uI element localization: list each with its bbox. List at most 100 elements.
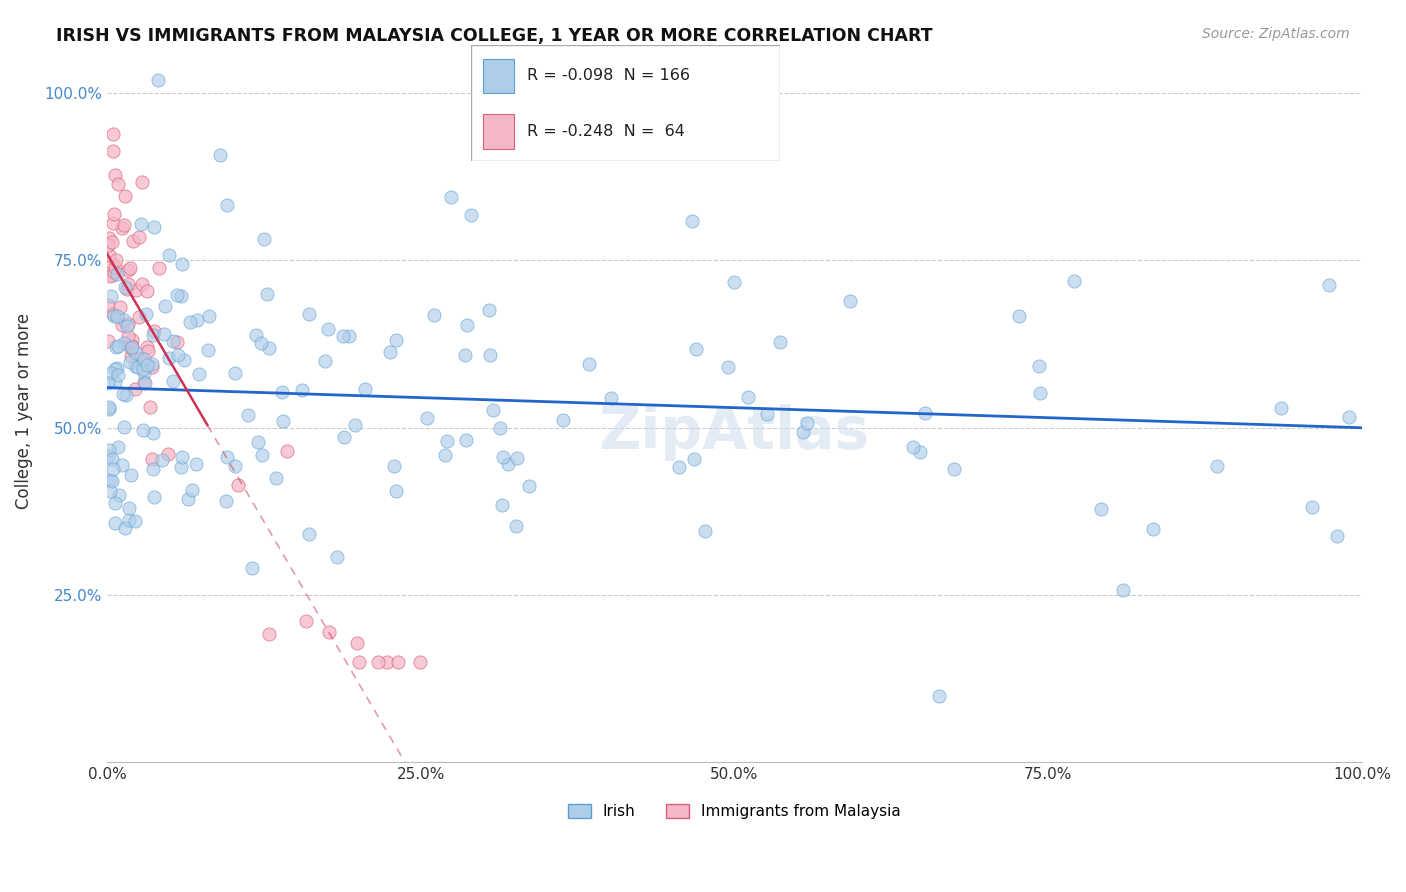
Immigrants from Malaysia	[166, 335, 188, 350]
Irish	[344, 417, 367, 432]
Irish	[433, 448, 456, 462]
Immigrants from Malaysia	[124, 382, 146, 396]
Irish	[488, 420, 510, 434]
Immigrants from Malaysia	[101, 235, 124, 249]
Irish	[247, 434, 270, 449]
Immigrants from Malaysia	[156, 447, 179, 461]
Text: Source: ZipAtlas.com: Source: ZipAtlas.com	[1202, 27, 1350, 41]
Irish	[717, 360, 740, 375]
Irish	[482, 403, 505, 417]
Irish	[101, 462, 124, 476]
Irish	[125, 345, 148, 359]
Irish	[98, 473, 121, 487]
Immigrants from Malaysia	[117, 277, 139, 291]
Immigrants from Malaysia	[97, 298, 120, 312]
Y-axis label: College, 1 year or more: College, 1 year or more	[15, 313, 32, 509]
Irish	[914, 406, 936, 420]
Irish	[314, 354, 336, 368]
Immigrants from Malaysia	[104, 168, 127, 182]
Immigrants from Malaysia	[103, 216, 125, 230]
Irish	[170, 459, 193, 474]
Irish	[737, 390, 759, 404]
Immigrants from Malaysia	[97, 334, 120, 348]
Irish	[756, 407, 779, 421]
Immigrants from Malaysia	[117, 329, 139, 343]
Immigrants from Malaysia	[367, 655, 389, 669]
Irish	[456, 434, 478, 448]
Irish	[111, 387, 134, 401]
Irish	[170, 450, 193, 465]
Irish	[97, 402, 120, 417]
Immigrants from Malaysia	[128, 310, 150, 325]
Irish	[103, 310, 125, 324]
Irish	[384, 483, 406, 498]
Irish	[187, 368, 209, 382]
Immigrants from Malaysia	[103, 207, 125, 221]
Irish	[198, 309, 221, 323]
Irish	[385, 333, 408, 347]
Irish	[1090, 501, 1112, 516]
Immigrants from Malaysia	[97, 248, 120, 262]
Irish	[353, 382, 375, 396]
Irish	[124, 514, 146, 528]
Irish	[153, 327, 176, 342]
Irish	[796, 416, 818, 430]
Irish	[316, 321, 339, 335]
Immigrants from Malaysia	[97, 237, 120, 252]
Immigrants from Malaysia	[111, 220, 134, 235]
Immigrants from Malaysia	[139, 401, 162, 415]
Irish	[170, 289, 193, 303]
Irish	[150, 453, 173, 467]
Irish	[208, 147, 231, 161]
Irish	[271, 385, 294, 400]
Irish	[97, 376, 120, 390]
Irish	[257, 341, 280, 355]
Irish	[224, 459, 246, 474]
Irish	[177, 491, 200, 506]
Irish	[107, 368, 129, 382]
Irish	[380, 345, 402, 359]
Irish	[792, 425, 814, 439]
Irish	[170, 256, 193, 270]
Irish	[103, 496, 125, 510]
Irish	[1270, 401, 1292, 415]
Immigrants from Malaysia	[136, 284, 159, 298]
Irish	[112, 420, 135, 434]
Irish	[460, 208, 482, 222]
Immigrants from Malaysia	[101, 127, 124, 141]
Immigrants from Malaysia	[387, 655, 409, 669]
Irish	[120, 467, 142, 482]
Immigrants from Malaysia	[97, 231, 120, 245]
Irish	[454, 348, 477, 362]
Immigrants from Malaysia	[141, 452, 163, 467]
Irish	[197, 343, 219, 357]
Irish	[236, 408, 259, 422]
Irish	[1063, 273, 1085, 287]
Irish	[685, 342, 707, 356]
Immigrants from Malaysia	[122, 234, 145, 248]
Immigrants from Malaysia	[117, 318, 139, 332]
Irish	[1206, 458, 1229, 473]
Irish	[506, 451, 529, 466]
Immigrants from Malaysia	[228, 478, 250, 492]
Immigrants from Malaysia	[117, 263, 139, 277]
Irish	[264, 471, 287, 485]
Irish	[148, 72, 170, 87]
Irish	[143, 490, 166, 504]
Irish	[162, 374, 184, 388]
Irish	[153, 299, 176, 313]
Immigrants from Malaysia	[98, 269, 121, 284]
Irish	[332, 430, 354, 444]
Legend: Irish, Immigrants from Malaysia: Irish, Immigrants from Malaysia	[562, 797, 907, 825]
Irish	[384, 458, 406, 473]
Irish	[121, 340, 143, 354]
Irish	[107, 339, 129, 353]
Irish	[1339, 410, 1361, 425]
Immigrants from Malaysia	[346, 636, 368, 650]
Irish	[477, 302, 499, 317]
Irish	[112, 313, 135, 327]
Irish	[668, 460, 690, 475]
Immigrants from Malaysia	[136, 343, 159, 358]
Irish	[1326, 528, 1348, 542]
Irish	[186, 312, 208, 326]
